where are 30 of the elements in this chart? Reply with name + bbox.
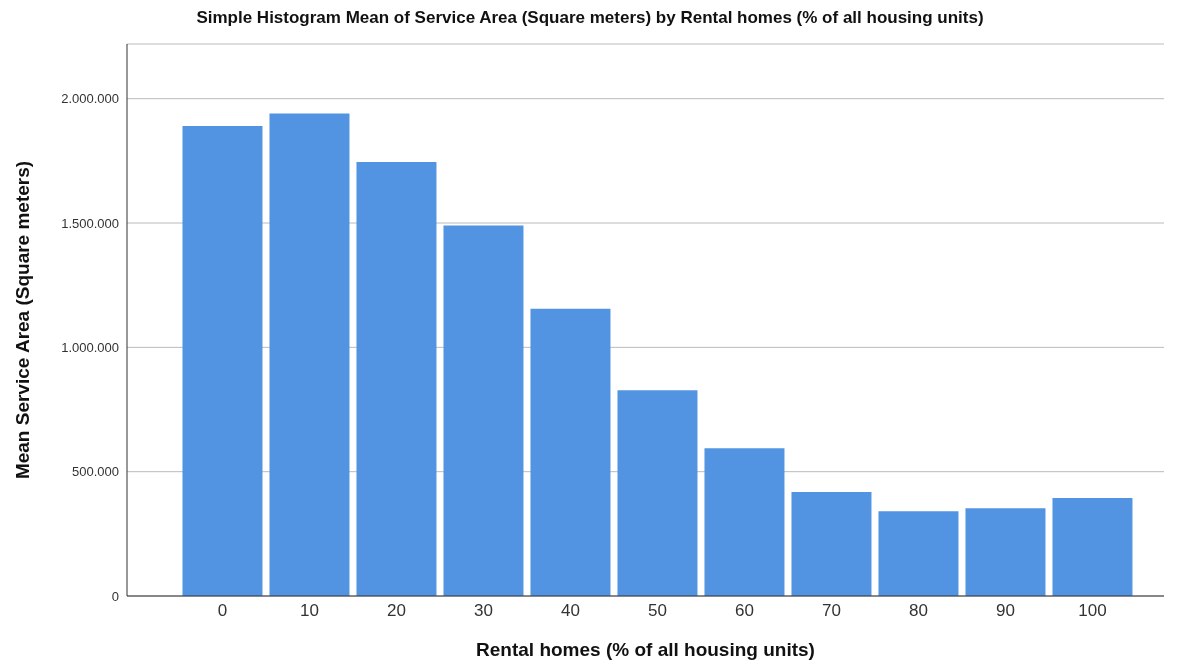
x-tick-label: 10 (300, 601, 319, 621)
y-tick-label: 1.500.000 (61, 215, 119, 231)
bar (617, 390, 698, 596)
x-tick-label: 90 (996, 601, 1015, 621)
x-axis-title: Rental homes (% of all housing units) (476, 639, 815, 660)
x-tick-label: 40 (561, 601, 580, 621)
bar (878, 511, 959, 596)
bar (791, 492, 872, 596)
bar (704, 448, 785, 596)
bar (530, 308, 611, 596)
x-tick-label: 30 (474, 601, 493, 621)
bar (1052, 498, 1133, 596)
chart-title: Simple Histogram Mean of Service Area (Square meters) by Rental homes (% of all housing units) (195, 8, 985, 29)
bar (356, 162, 437, 596)
bar (269, 113, 350, 596)
x-tick-label: 80 (909, 601, 928, 621)
x-tick-label: 70 (822, 601, 841, 621)
x-tick-label: 20 (387, 601, 406, 621)
bar (965, 508, 1046, 596)
y-tick-label: 0 (111, 588, 119, 604)
x-tick-label: 100 (1078, 601, 1107, 621)
y-axis-title: Mean Service Area (Square meters) (11, 160, 33, 480)
x-tick-label: 50 (648, 601, 667, 621)
y-tick-label: 1.000.000 (61, 339, 119, 355)
x-tick-label: 60 (735, 601, 754, 621)
bar (182, 126, 263, 596)
x-tick-label: 0 (217, 601, 228, 621)
y-tick-label: 2.000.000 (61, 91, 119, 107)
bar (443, 225, 524, 596)
y-tick-label: 500.000 (72, 464, 119, 480)
